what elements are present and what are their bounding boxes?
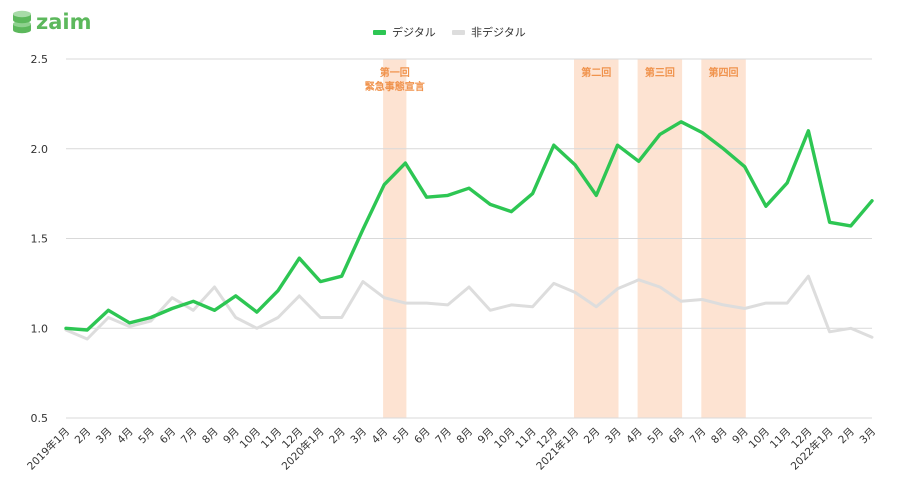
x-tick-label: 7月 [688, 426, 709, 447]
x-tick-label: 2019年1月 [24, 425, 72, 473]
y-tick-label: 2.0 [31, 143, 49, 156]
x-tick-label: 10月 [747, 426, 772, 451]
x-tick-label: 4月 [115, 426, 136, 447]
x-tick-label: 3月 [348, 426, 369, 447]
y-tick-label: 1.0 [31, 322, 49, 335]
legend-swatch-nondigital [452, 30, 465, 35]
x-tick-label: 4月 [370, 426, 391, 447]
x-tick-label: 11月 [259, 426, 284, 451]
x-tick-label: 6月 [412, 426, 433, 447]
y-tick-label: 1.5 [31, 233, 49, 246]
y-tick-label: 0.5 [31, 412, 49, 425]
logo-wordmark: zaim [36, 10, 91, 34]
x-tick-label: 8月 [454, 426, 475, 447]
emergency-band-label: 第二回 [581, 66, 611, 79]
y-axis: 0.5 1.0 1.5 2.0 2.5 [31, 53, 49, 425]
series-line-digital [64, 120, 874, 332]
legend-label-digital: デジタル [392, 25, 436, 39]
x-tick-label: 2月 [836, 426, 857, 447]
series-lines [64, 120, 874, 341]
legend-item-digital: デジタル [373, 25, 436, 39]
series-line-nondigital [64, 274, 874, 341]
legend: デジタル 非デジタル [373, 25, 526, 39]
y-tick-label: 2.5 [31, 53, 49, 66]
legend-label-nondigital: 非デジタル [471, 25, 526, 39]
coin-stack-icon [13, 10, 31, 34]
x-tick-label: 8月 [200, 426, 221, 447]
zaim-logo: zaim [13, 10, 91, 34]
x-tick-label: 5月 [136, 426, 157, 447]
x-tick-label: 2月 [582, 426, 603, 447]
legend-item-nondigital: 非デジタル [452, 25, 526, 39]
x-tick-label: 2月 [73, 426, 94, 447]
x-tick-label: 5月 [391, 426, 412, 447]
x-tick-label: 11月 [768, 426, 793, 451]
x-tick-label: 6月 [158, 426, 179, 447]
x-tick-label: 2月 [327, 426, 348, 447]
x-tick-label: 11月 [513, 426, 538, 451]
emergency-band-label: 第一回 [380, 66, 410, 79]
x-tick-label: 8月 [709, 426, 730, 447]
x-tick-label: 3月 [603, 426, 624, 447]
x-tick-label: 4月 [624, 426, 645, 447]
x-tick-label: 7月 [433, 426, 454, 447]
x-tick-label: 10月 [492, 426, 517, 451]
gridlines [66, 58, 872, 419]
x-tick-label: 3月 [857, 426, 878, 447]
legend-swatch-digital [373, 30, 386, 35]
emergency-band-label: 緊急事態宣言 [365, 80, 425, 93]
x-tick-label: 5月 [645, 426, 666, 447]
x-tick-label: 6月 [667, 426, 688, 447]
emergency-band-label: 第四回 [709, 66, 739, 79]
x-tick-label: 3月 [94, 426, 115, 447]
x-tick-label: 10月 [238, 426, 263, 451]
emergency-band-label: 第三回 [645, 66, 675, 79]
x-tick-label: 7月 [179, 426, 200, 447]
